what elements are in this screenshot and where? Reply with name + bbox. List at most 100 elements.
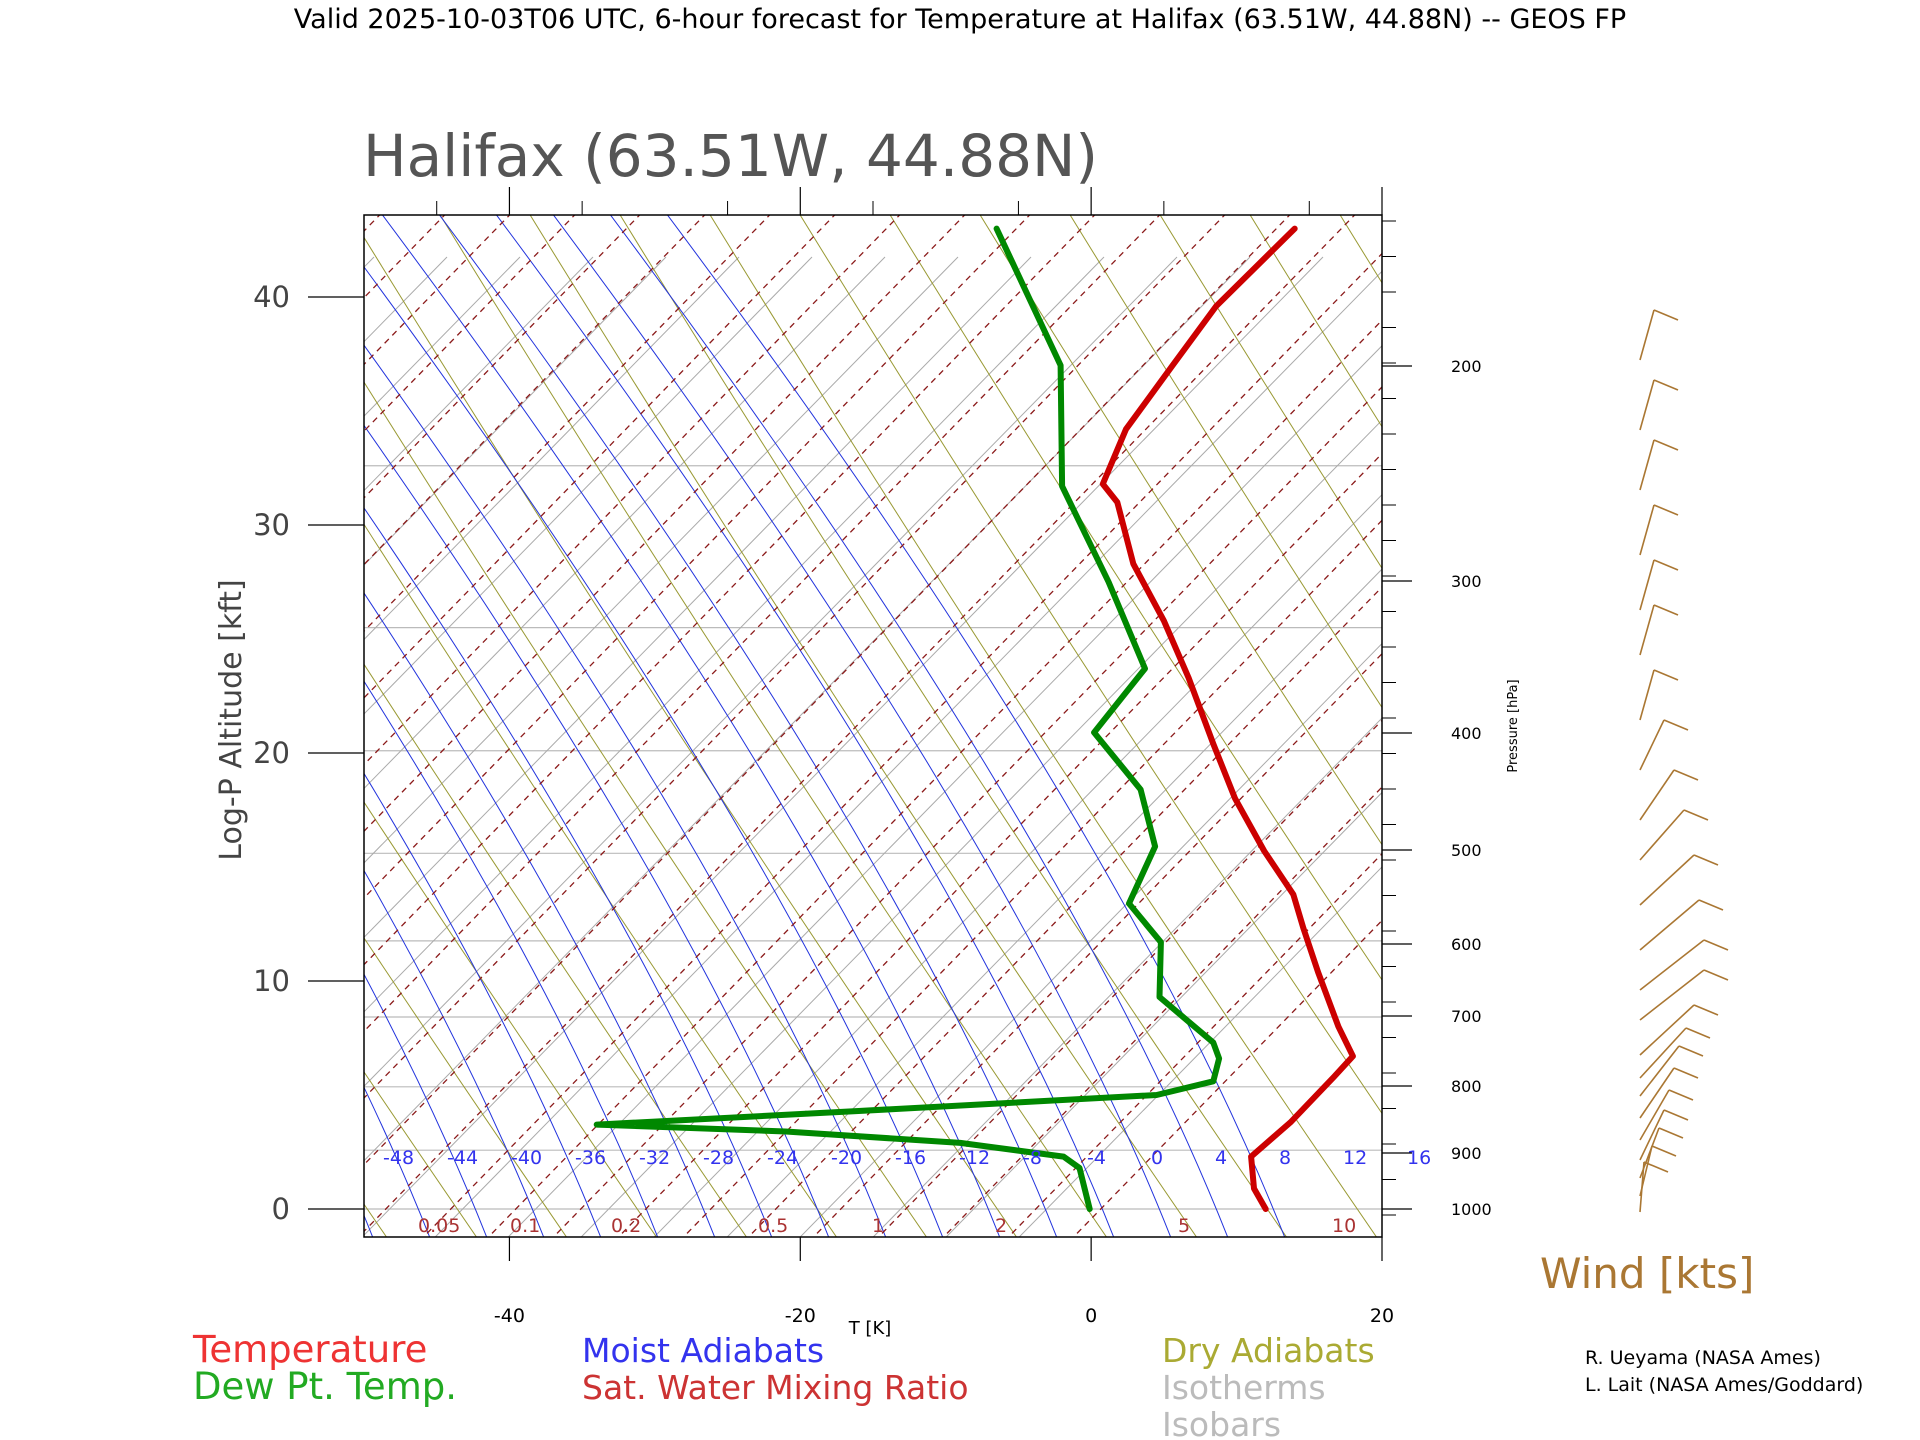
dry-adiabat-line: [364, 801, 658, 1237]
moist-adiabat-line: [364, 772, 602, 1237]
mixing-ratio-line: [487, 319, 1382, 1237]
wind-barb-flag: [1658, 1127, 1684, 1139]
mixing-ratio-line: [877, 719, 1382, 1237]
isotherm-line: [580, 419, 1382, 1237]
y-tick-label: 0: [272, 1192, 290, 1226]
x-axis-label: T [K]: [848, 1318, 892, 1339]
wind-barb-flag: [1673, 1067, 1699, 1079]
pressure-tick-label: 800: [1451, 1077, 1482, 1096]
legend-moist-adiabats: Moist Adiabats: [582, 1331, 824, 1370]
isotherm-line: [0, 257, 9, 1277]
moist-adiabat-line: [364, 344, 887, 1237]
mixing-ratio-label: 5: [1178, 1215, 1190, 1237]
credit-line-2: L. Lait (NASA Ames/Goddard): [1585, 1374, 1863, 1396]
wind-barb: [1639, 669, 1655, 721]
wind-barb: [1639, 1045, 1680, 1097]
y-tick-label: 10: [253, 964, 290, 998]
wind-barb-flag: [1685, 1027, 1711, 1039]
x-tick-label: 0: [1085, 1305, 1097, 1327]
isotherm-line: [726, 568, 1382, 1237]
moist-adiabat-line: [364, 1214, 374, 1237]
moist-adiabat-line: [0, 205, 160, 1277]
wind-barb: [1639, 439, 1655, 491]
wind-barb-flag: [1663, 1109, 1689, 1121]
x-tick-label: -40: [494, 1305, 525, 1327]
pressure-tick-label: 500: [1451, 841, 1482, 860]
moist-adiabat-line: [0, 205, 217, 1277]
moist-adiabat-line: [0, 205, 46, 1277]
wind-barb: [1639, 899, 1700, 951]
mixing-ratio-line: [364, 215, 381, 232]
isotherm-line: [434, 270, 1382, 1237]
moist-adiabat-label: -36: [575, 1147, 606, 1169]
mixing-ratio-line: [747, 586, 1382, 1237]
moist-adiabat-line: [364, 973, 488, 1237]
moist-adiabat-label: -32: [639, 1147, 670, 1169]
wind-barb: [1639, 809, 1685, 861]
wind-barb-flag: [1653, 309, 1679, 321]
background-lines: [0, 205, 1382, 1277]
wind-barb-flag: [1663, 719, 1689, 731]
dewpoint-line: [593, 225, 1223, 1212]
moist-adiabat-label: -16: [895, 1147, 926, 1169]
y-tick-label: 30: [253, 508, 290, 542]
legend-dewpoint: Dew Pt. Temp.: [193, 1365, 457, 1408]
dry-adiabat-line: [0, 205, 144, 1277]
legend-isotherms: Isotherms: [1162, 1368, 1326, 1407]
moist-adiabat-label: -24: [767, 1147, 798, 1169]
wind-barb: [1639, 854, 1695, 906]
mixing-ratio-label: 1: [872, 1215, 884, 1237]
pressure-tick-label: 400: [1451, 724, 1482, 743]
mixing-ratio-label: 2: [995, 1215, 1007, 1237]
wind-barb: [1639, 559, 1655, 611]
wind-barb-flag: [1703, 939, 1729, 951]
moist-adiabat-label: 16: [1407, 1147, 1431, 1169]
wind-barb-flag: [1673, 769, 1699, 781]
wind-barb: [1639, 969, 1705, 1021]
isotherm-line: [364, 256, 594, 492]
legend-temperature: Temperature: [192, 1328, 427, 1371]
isotherm-line: [0, 257, 82, 1277]
mixing-ratio-line: [364, 215, 1031, 899]
isotherm-line: [364, 256, 667, 566]
wind-barb-flag: [1651, 1145, 1677, 1157]
isotherm-line: [945, 791, 1382, 1237]
mixing-ratio-line: [364, 215, 901, 766]
isotherm-line: [364, 256, 1324, 1236]
dry-adiabat-line: [619, 215, 1288, 1237]
dry-adiabat-line: [1159, 215, 1382, 570]
moist-adiabat-label: -12: [959, 1147, 990, 1169]
moist-adiabat-line: [364, 869, 545, 1237]
wind-barb: [1639, 1004, 1695, 1056]
moist-adiabat-line: [552, 215, 1172, 1237]
moist-adiabat-label: -8: [1023, 1147, 1042, 1169]
wind-label: Wind [kts]: [1540, 1249, 1754, 1298]
wind-barb-flag: [1678, 1045, 1704, 1057]
moist-adiabat-label: -44: [447, 1147, 478, 1169]
adiabat-labels: -48 -44 -40 -36 -32 -28 -24 -20 -16 -12 -8 -4 0 4 8 12 1…: [383, 1147, 1431, 1237]
profile-lines: [593, 225, 1356, 1212]
wind-barb-flag: [1693, 854, 1719, 866]
moist-adiabat-label: 0: [1151, 1147, 1163, 1169]
moist-adiabat-line: [364, 680, 659, 1237]
mixing-ratio-line: [364, 215, 511, 366]
legend: Temperature Dew Pt. Temp. Moist Adiabats…: [192, 1328, 1375, 1440]
mixing-ratio-label: 0.1: [510, 1215, 540, 1237]
y-tick-label: 20: [253, 736, 290, 770]
dry-adiabat-line: [979, 215, 1382, 846]
isotherm-line: [364, 256, 1105, 1013]
temperature-line: [1099, 225, 1356, 1212]
wind-barb-flag: [1683, 809, 1709, 821]
isotherm-line: [364, 256, 1251, 1162]
wind-barb: [1639, 604, 1655, 656]
pressure-tick-label: 700: [1451, 1007, 1482, 1026]
y-axis-label: Log-P Altitude [kft]: [214, 579, 249, 860]
mixing-ratio-line: [364, 215, 1356, 1233]
pressure-axis-label: Pressure [hPa]: [1506, 679, 1521, 772]
moist-adiabat-line: [666, 215, 1286, 1237]
isotherm-line: [364, 256, 1178, 1087]
legend-mixing-ratio: Sat. Water Mixing Ratio: [582, 1368, 969, 1407]
isotherm-line: [1018, 866, 1382, 1237]
mixing-ratio-line: [364, 215, 576, 433]
